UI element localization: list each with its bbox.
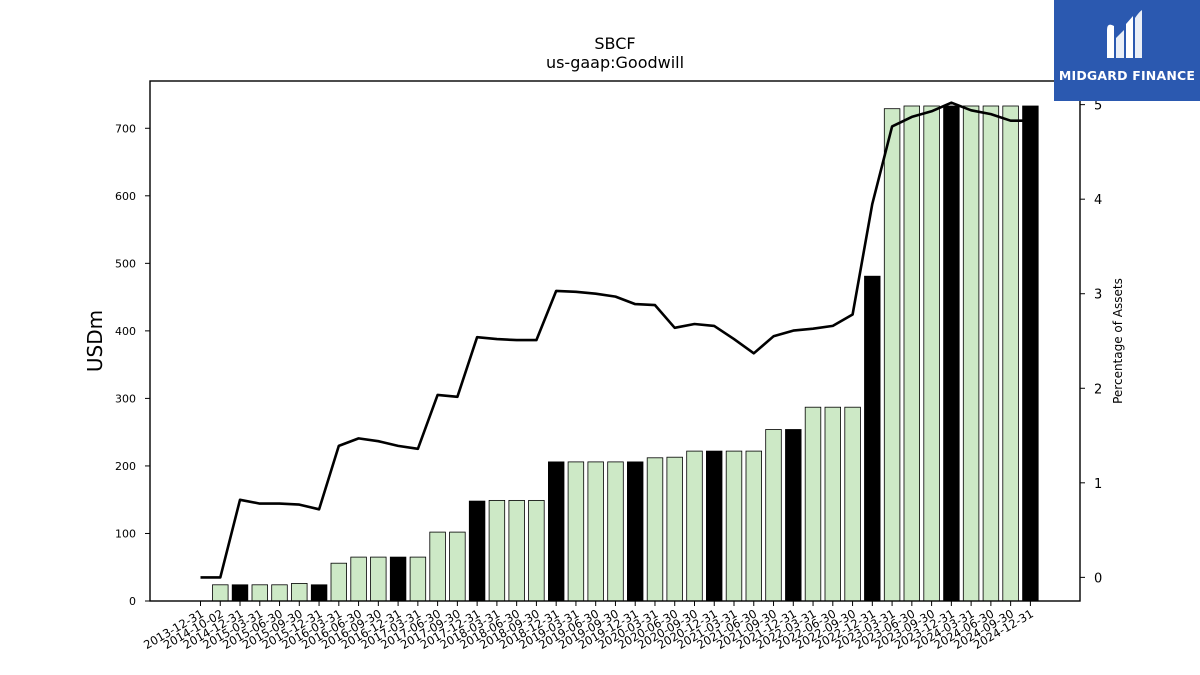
y-tick-label: 300	[115, 392, 136, 405]
bar-2018-09-30	[528, 499, 545, 602]
bar-2024-06-30	[982, 105, 1000, 602]
bar-2015-12-31	[310, 584, 328, 602]
bar-2016-12-31	[389, 556, 407, 602]
y2-axis-label: Percentage of Assets	[1111, 278, 1125, 404]
bar-2015-09-30	[291, 583, 308, 602]
y-tick-label: 0	[129, 595, 136, 608]
bar-2024-12-31	[1022, 105, 1039, 602]
logo-text: MIDGARD FINANCE	[1058, 68, 1196, 83]
bar-2021-03-31	[725, 450, 743, 602]
y2-tick-label: 0	[1094, 571, 1102, 586]
bar-2018-12-31	[548, 461, 565, 602]
bar-2022-09-30	[844, 406, 861, 602]
bar-2016-06-30	[350, 556, 367, 602]
y2-tick-label: 2	[1094, 382, 1102, 397]
bar-2019-12-31	[627, 461, 644, 602]
x-axis: 2013-12-312014-10-022014-12-312015-03-31…	[141, 601, 1036, 652]
bar-2023-09-30	[923, 105, 940, 602]
bar-2024-03-31	[962, 105, 980, 602]
bar-2014-10-02	[212, 584, 229, 602]
bar-2016-03-31	[330, 562, 348, 602]
bar-2020-03-31	[646, 457, 664, 602]
y2-tick-label: 4	[1094, 193, 1102, 208]
bar-2020-12-31	[706, 450, 723, 602]
y-tick-label: 100	[115, 527, 136, 540]
bar-2015-03-31	[251, 584, 269, 602]
y-axis-label: USDm	[83, 310, 107, 372]
y-tick-label: 200	[115, 460, 136, 473]
y-tick-label: 400	[115, 325, 136, 338]
bar-2022-03-31	[804, 406, 822, 602]
bar-2017-09-30	[449, 531, 466, 602]
y-axis-right: 0 1 2 3 4 5	[1080, 99, 1102, 586]
bar-2019-06-30	[587, 461, 604, 602]
bar-2022-06-30	[824, 406, 842, 602]
bar-2020-09-30	[686, 450, 703, 602]
y-tick-label: 600	[115, 190, 136, 203]
bar-2018-03-31	[488, 499, 506, 602]
bar-2024-09-30	[1002, 105, 1019, 602]
bar-2021-09-30	[765, 429, 782, 602]
y2-tick-label: 1	[1094, 477, 1102, 492]
y-tick-label: 700	[115, 122, 136, 135]
midgard-finance-logo: MIDGARD FINANCE	[1054, 0, 1200, 101]
bar-2019-03-31	[567, 461, 585, 602]
bar-2023-12-31	[943, 105, 960, 602]
chart-subtitle: us-gaap:Goodwill	[546, 53, 684, 72]
bar-2022-12-31	[864, 275, 881, 602]
bar-2014-12-31	[231, 584, 249, 602]
y2-tick-label: 3	[1094, 288, 1102, 303]
y-tick-label: 500	[115, 257, 136, 270]
bar-2023-06-30	[903, 105, 921, 602]
bar-2017-03-31	[409, 556, 427, 602]
percentage-of-assets-line	[200, 101, 1031, 579]
logo-mark-icon	[1107, 10, 1142, 59]
bar-2016-09-30	[370, 556, 387, 602]
bar-2021-06-30	[745, 450, 763, 602]
bar-2021-12-31	[785, 429, 802, 602]
bar-2017-06-30	[429, 531, 446, 602]
bar-group	[212, 105, 1039, 602]
y2-tick-label: 5	[1094, 99, 1102, 114]
line-group	[200, 101, 1031, 579]
bar-2015-06-30	[271, 584, 288, 602]
bar-2023-03-31	[883, 108, 901, 602]
chart-title: SBCF	[594, 34, 635, 53]
bar-2018-06-30	[508, 499, 525, 602]
bar-2019-09-30	[607, 461, 624, 602]
bar-2017-12-31	[468, 500, 486, 602]
bar-2020-06-30	[666, 456, 683, 602]
y-axis-left: 0 100 200 300 400 500 600 700	[115, 122, 150, 608]
